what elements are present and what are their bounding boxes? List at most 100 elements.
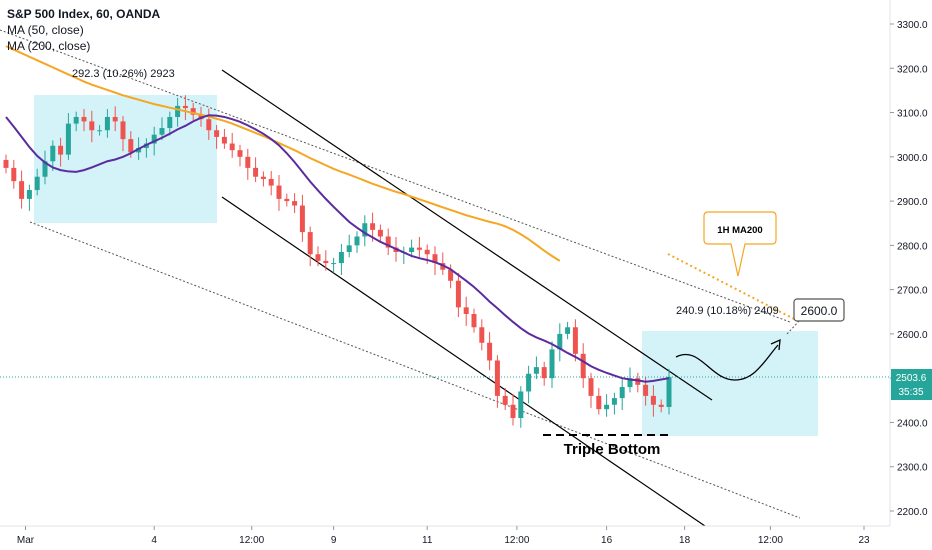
y-tick-label: 3200.0 — [897, 64, 928, 75]
x-tick-label: 4 — [151, 535, 157, 546]
projected-path-arrowhead — [770, 338, 781, 351]
x-tick-label: 23 — [858, 535, 870, 546]
time-axis-background — [0, 526, 932, 550]
candle-body — [221, 136, 227, 144]
ma200-line — [5, 45, 561, 262]
candle-body — [19, 181, 25, 199]
y-tick-label: 3300.0 — [897, 20, 928, 31]
candle-body — [292, 201, 298, 206]
candle-body — [572, 327, 578, 354]
candle-body — [362, 223, 368, 237]
candle-body — [214, 130, 220, 137]
candle-body — [604, 404, 610, 410]
candle-body — [565, 327, 571, 334]
candle-body — [580, 353, 586, 379]
ma200-callout-box — [703, 211, 777, 277]
target-label: 2600.0 — [801, 304, 838, 318]
candle-body — [549, 349, 555, 379]
candle-body — [206, 119, 212, 131]
x-tick-label: 12:00 — [504, 535, 529, 546]
candle-body — [260, 176, 266, 179]
target-label-box — [793, 298, 845, 322]
candle-body — [3, 159, 9, 168]
candle-body — [448, 269, 454, 281]
y-tick-label: 2600.0 — [897, 330, 928, 341]
candle-body — [533, 367, 539, 374]
candle-body — [104, 116, 110, 131]
legend-ma200[interactable]: MA (200, close) — [7, 39, 91, 53]
candle-body — [354, 236, 360, 246]
x-tick-label: Mar — [17, 535, 35, 546]
measure-label-2: 240.9 (10.18%) 2409 — [676, 305, 779, 317]
chart-legend: S&P 500 Index, 60, OANDA MA (50, close) … — [7, 6, 160, 54]
range-box-left — [34, 95, 217, 223]
y-tick-label: 2700.0 — [897, 286, 928, 297]
ma50-line — [5, 114, 670, 383]
price-axis-background — [890, 0, 932, 550]
candle-body — [455, 280, 461, 308]
candle-body — [510, 404, 516, 419]
candle-body — [284, 198, 290, 202]
outer-channel-upper — [0, 29, 791, 323]
candle-body — [338, 252, 344, 264]
time-axis-ticks: Mar 4 12:00 9 11 12:00 16 18 12:00 23 — [17, 526, 870, 546]
candle-body — [409, 247, 415, 253]
candle-body — [557, 333, 563, 350]
candles-group — [3, 95, 672, 428]
candle-body — [50, 145, 56, 162]
candle-body — [385, 236, 391, 248]
candle-body — [81, 116, 87, 122]
candle-body — [370, 223, 376, 230]
y-tick-label: 2200.0 — [897, 507, 928, 518]
candle-body — [42, 161, 48, 177]
candle-body — [502, 395, 508, 405]
candle-body — [588, 378, 594, 396]
candle-body — [611, 398, 617, 405]
candle-body — [526, 373, 532, 392]
candle-body — [331, 263, 337, 265]
candle-body — [307, 232, 313, 255]
candle-body — [276, 185, 282, 199]
candle-body — [128, 139, 134, 153]
candle-body — [120, 121, 126, 140]
measure-label-1: 292.3 (10.26%) 2923 — [72, 68, 175, 80]
candle-body — [627, 378, 633, 388]
x-tick-label: 11 — [422, 535, 433, 546]
candle-body — [245, 156, 251, 168]
candle-body — [424, 249, 430, 255]
candle-body — [11, 167, 17, 182]
candle-body — [182, 105, 188, 109]
candle-body — [635, 378, 641, 385]
candle-body — [377, 229, 383, 237]
candle-body — [315, 254, 321, 261]
candle-body — [58, 145, 64, 155]
y-tick-label: 3000.0 — [897, 153, 928, 164]
ma-lines-group — [5, 45, 670, 383]
candle-body — [541, 367, 547, 379]
candle-body — [432, 254, 438, 264]
candle-body — [323, 260, 329, 264]
x-tick-label: 18 — [679, 535, 691, 546]
candle-body — [666, 376, 672, 407]
candle-body — [463, 307, 469, 314]
candle-body — [73, 116, 79, 124]
price-tag-price: 2503.6 — [896, 373, 927, 384]
projected-path — [675, 344, 779, 381]
legend-ma50[interactable]: MA (50, close) — [7, 23, 84, 37]
x-tick-label: 9 — [331, 535, 337, 546]
candle-body — [237, 150, 243, 157]
candle-body — [650, 395, 656, 405]
candle-body — [89, 121, 95, 131]
candle-body — [229, 143, 235, 151]
candle-body — [175, 105, 181, 117]
candle-body — [167, 116, 173, 129]
candle-body — [97, 130, 103, 132]
y-tick-label: 3100.0 — [897, 109, 928, 120]
y-tick-label: 2800.0 — [897, 241, 928, 252]
candle-body — [136, 147, 142, 153]
candle-body — [487, 342, 493, 361]
legend-symbol[interactable]: S&P 500 Index, 60, OANDA — [7, 7, 161, 21]
plot-background — [0, 0, 890, 526]
